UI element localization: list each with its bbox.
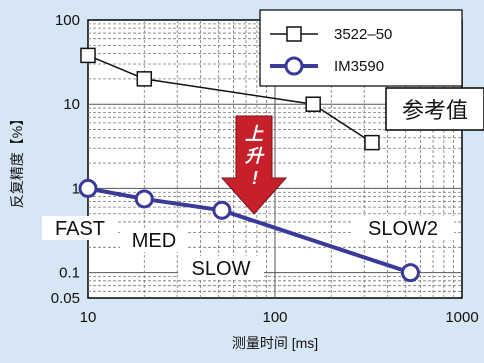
improvement-arrow: 上 升 ! — [220, 115, 288, 215]
data-point-square — [136, 71, 153, 87]
reference-box — [385, 87, 484, 131]
y-tick-label: 10 — [63, 96, 80, 113]
x-axis-label: 测量时间 [ms] — [232, 335, 318, 351]
point-label-med: MED — [132, 230, 176, 252]
data-point-circle — [78, 178, 98, 198]
legend-label-im3590: IM3590 — [334, 58, 384, 75]
x-tick-label: 1000 — [445, 309, 478, 326]
arrow-shape — [220, 115, 288, 215]
data-point-circle — [134, 189, 154, 209]
y-tick-labels: 100 10 1 0.1 0.05 — [51, 12, 80, 307]
label-bg-fast — [42, 216, 118, 240]
y-tick-label: 100 — [55, 12, 80, 29]
series-line-1 — [87, 186, 412, 275]
point-label-slow: SLOW — [192, 258, 251, 280]
y-tick-label: 0.05 — [51, 290, 80, 307]
data-point-circle — [400, 263, 420, 283]
series-markers — [78, 47, 420, 283]
point-labels: FAST MED SLOW SLOW2 — [42, 216, 454, 280]
y-axis-label: 反复精度【%】 — [9, 112, 25, 208]
x-tick-label: 10 — [80, 309, 97, 326]
point-label-slow2: SLOW2 — [368, 218, 438, 240]
arrow-text-1: 上 — [245, 124, 264, 144]
data-point-square — [305, 96, 321, 112]
legend-label-3522: 3522–50 — [334, 26, 392, 43]
y-tick-label: 0.1 — [59, 265, 80, 282]
data-point-square — [364, 134, 380, 151]
reference-callout: 参考值 — [385, 87, 484, 131]
legend-square-marker — [286, 26, 302, 42]
arrow-text-2: 升 — [244, 146, 265, 166]
point-label-fast: FAST — [55, 218, 105, 240]
series-lines — [87, 54, 412, 275]
arrow-text-3: ! — [252, 168, 258, 188]
x-tick-labels: 10 100 1000 — [80, 309, 479, 326]
data-point-circle — [212, 200, 232, 220]
label-bg-slow — [178, 256, 264, 280]
y-tick-label: 1 — [72, 180, 80, 197]
label-bg-med — [120, 228, 188, 252]
reference-text: 参考值 — [402, 98, 468, 123]
x-tick-label: 100 — [262, 309, 287, 326]
data-point-square — [80, 47, 96, 64]
legend-circle-marker — [284, 56, 304, 76]
legend: 3522–50 IM3590 — [259, 9, 463, 87]
label-bg-slow2 — [352, 216, 454, 240]
series-line-0 — [87, 54, 373, 144]
